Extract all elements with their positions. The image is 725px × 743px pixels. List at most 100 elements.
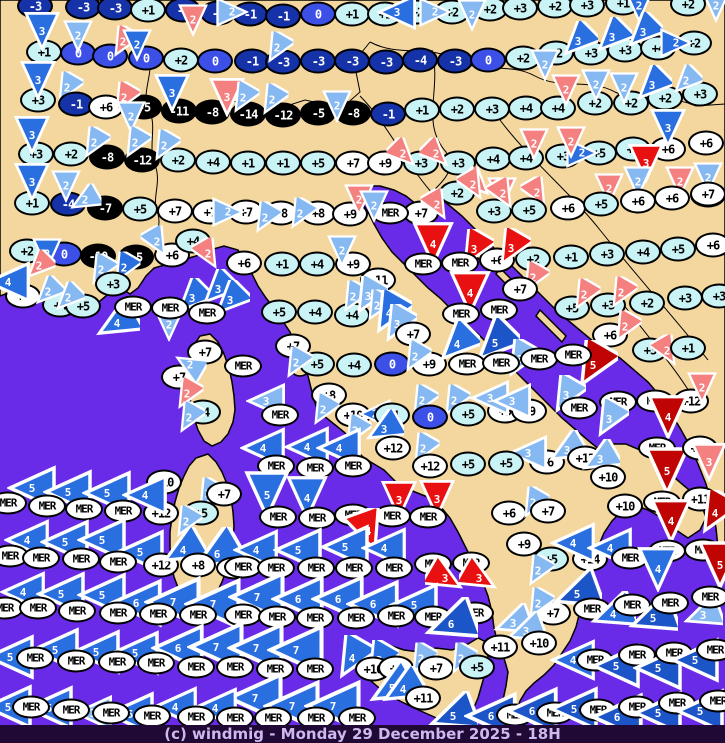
sea-label-text: MER — [267, 459, 286, 473]
wind-triangle-icon — [153, 74, 191, 113]
wind-force-value: 2 — [97, 263, 105, 277]
wind-force-value: 3 — [28, 175, 36, 189]
wind-triangle-icon — [690, 443, 725, 482]
wind-marker: 2 — [419, 0, 452, 29]
temp-value: 0 — [388, 357, 396, 371]
wind-marker: 2 — [609, 310, 642, 344]
temp-value: +5 — [310, 357, 324, 371]
temp-value: +2 — [445, 5, 459, 19]
temp-value: -3 — [28, 0, 42, 13]
wind-marker: 3 — [626, 143, 666, 183]
temp-value: +3 — [678, 291, 692, 305]
temp-value: +9 — [346, 257, 360, 271]
temp-value: +9 — [517, 537, 531, 551]
wind-triangle-icon — [519, 128, 549, 161]
wind-triangle-icon — [520, 176, 546, 208]
sea-label-text: MER — [621, 551, 640, 565]
wind-triangle-icon — [418, 480, 456, 519]
sea-label: MER — [92, 701, 130, 725]
sea-label: MER — [259, 505, 297, 529]
wind-marker: 2 — [280, 346, 313, 380]
wind-force-value: 2 — [261, 211, 269, 225]
wind-force-value: 4 — [171, 700, 179, 714]
temp-marker: 0 — [300, 1, 336, 27]
sea-label-text: MER — [161, 301, 180, 315]
wind-force-value: 2 — [672, 36, 680, 50]
wind-force-value: 3 — [28, 128, 36, 142]
sea-label: MER — [177, 655, 215, 679]
wind-marker: 2 — [456, 0, 489, 32]
wind-triangle-icon — [377, 0, 416, 31]
wind-force-value: 2 — [468, 8, 476, 22]
temp-value: +1 — [241, 156, 255, 170]
sea-label-text: MER — [570, 401, 589, 415]
temp-marker: -3 — [437, 48, 473, 74]
wind-force-value: 5 — [691, 653, 699, 667]
temp-value: +8 — [191, 558, 205, 572]
sea-label-text: MER — [198, 306, 217, 320]
sea-label: MER — [409, 505, 447, 529]
wind-force-value: 3 — [608, 30, 616, 44]
temp-value: +5 — [522, 203, 536, 217]
temp-value: +2 — [687, 36, 701, 50]
wind-force-value: 7 — [209, 597, 217, 611]
sea-label: MER — [65, 497, 103, 521]
wind-force-value: 2 — [131, 136, 139, 150]
wind-marker: 4 — [0, 259, 31, 305]
temp-value: +6 — [237, 256, 251, 270]
wind-triangle-icon — [256, 201, 282, 233]
temp-marker: -3 — [368, 49, 404, 75]
wind-force-value: 3 — [648, 78, 656, 92]
wind-force-value: 2 — [562, 83, 570, 97]
wind-marker: 5 — [77, 515, 127, 565]
wind-triangle-icon — [457, 0, 487, 32]
wind-force-value: 7 — [251, 691, 259, 705]
temp-value: +6 — [502, 506, 516, 520]
wind-marker: 4 — [692, 490, 725, 536]
sea-label-text: MER — [29, 601, 48, 615]
temp-value: -8 — [205, 105, 219, 119]
wind-triangle-icon — [575, 278, 601, 310]
sea-label-text: MER — [348, 711, 367, 725]
wind-force-value: 2 — [44, 285, 52, 299]
temp-value: +3 — [712, 289, 725, 303]
temp-marker: 0 — [470, 47, 506, 73]
temp-marker: +1 — [670, 335, 706, 361]
temp-value: +5 — [592, 146, 606, 160]
wind-marker: 5 — [642, 446, 692, 496]
wind-force-value: 2 — [153, 235, 161, 249]
wind-force-value: 5 — [449, 709, 457, 723]
sea-label: MER — [216, 655, 254, 679]
sea-label: MER — [560, 396, 598, 420]
wind-force-value: 2 — [165, 318, 173, 332]
sea-label-text: MER — [68, 604, 87, 618]
wind-marker: 2 — [52, 281, 85, 315]
wind-triangle-icon — [556, 126, 586, 159]
temp-marker: +6 — [226, 250, 262, 276]
temp-value: +2 — [548, 0, 562, 13]
wind-force-value: 3 — [562, 388, 570, 402]
wind-force-value: 7 — [169, 595, 177, 609]
wind-force-value: 2 — [578, 146, 586, 160]
temp-marker: +7 — [335, 150, 371, 176]
wind-marker: 3 — [459, 558, 499, 598]
wind-force-value: 3 — [393, 317, 401, 331]
wind-force-value: 5 — [410, 598, 418, 612]
sea-label-text: MER — [32, 551, 51, 565]
wind-triangle-icon — [70, 183, 102, 209]
wind-triangle-icon — [359, 190, 389, 223]
wind-triangle-icon — [697, 541, 725, 590]
wind-force-value: 4 — [399, 682, 407, 696]
temp-value: -3 — [108, 1, 122, 15]
wind-marker: 3 — [12, 162, 52, 202]
temp-value: +6 — [661, 142, 675, 156]
temp-value: +3 — [513, 1, 527, 15]
wind-triangle-icon — [178, 377, 204, 409]
temp-value: +2 — [483, 2, 497, 16]
wind-triangle-icon — [705, 0, 725, 23]
temp-value: +4 — [206, 155, 220, 169]
sea-label-text: MER — [706, 643, 725, 657]
temp-value: 0 — [60, 247, 68, 261]
sea-label: MER — [691, 585, 725, 609]
wind-marker: 2 — [420, 188, 454, 222]
